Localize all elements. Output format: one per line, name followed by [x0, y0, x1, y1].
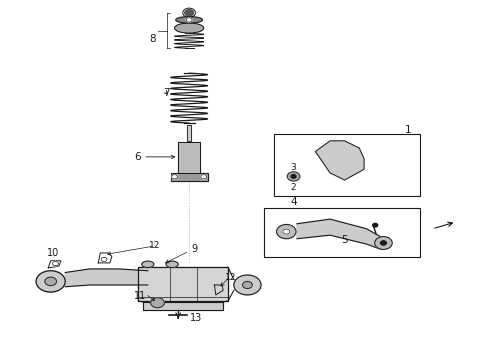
Bar: [178, 141, 200, 173]
Circle shape: [381, 241, 387, 245]
Circle shape: [201, 175, 207, 179]
Circle shape: [52, 261, 58, 266]
Circle shape: [276, 225, 296, 239]
Bar: [138, 267, 228, 301]
Text: 3: 3: [291, 163, 296, 172]
Text: 12: 12: [149, 241, 161, 250]
Text: 10: 10: [47, 248, 59, 258]
Text: 4: 4: [290, 197, 297, 207]
Circle shape: [36, 271, 65, 292]
Circle shape: [101, 257, 107, 261]
Circle shape: [186, 18, 192, 22]
Bar: [171, 173, 208, 181]
Bar: [274, 134, 420, 196]
Ellipse shape: [166, 261, 178, 267]
Circle shape: [283, 229, 290, 234]
Bar: [138, 267, 228, 301]
Bar: [143, 302, 223, 310]
Text: 6: 6: [134, 152, 175, 162]
Ellipse shape: [174, 23, 204, 33]
Circle shape: [234, 275, 261, 295]
Circle shape: [287, 172, 300, 181]
Bar: [188, 125, 191, 141]
Polygon shape: [65, 269, 148, 287]
Text: 8: 8: [149, 35, 156, 44]
Text: 11: 11: [134, 291, 147, 301]
Circle shape: [45, 277, 56, 286]
Circle shape: [151, 298, 164, 308]
Text: 13: 13: [190, 313, 202, 323]
Text: 7: 7: [163, 88, 170, 98]
Text: 1: 1: [404, 125, 411, 135]
Ellipse shape: [176, 17, 202, 23]
Bar: [265, 208, 420, 257]
Bar: [178, 141, 200, 173]
Bar: [143, 302, 223, 310]
Circle shape: [373, 224, 378, 227]
Circle shape: [185, 10, 194, 16]
Circle shape: [172, 175, 177, 179]
Circle shape: [291, 175, 296, 178]
Text: 2: 2: [291, 183, 296, 192]
Polygon shape: [316, 141, 364, 180]
Text: 5: 5: [341, 235, 348, 246]
Ellipse shape: [142, 261, 154, 267]
Text: 12: 12: [225, 273, 236, 282]
Bar: [188, 125, 191, 141]
Bar: [171, 173, 208, 181]
Circle shape: [243, 282, 252, 288]
Circle shape: [375, 237, 392, 249]
Text: 9: 9: [191, 244, 197, 255]
Polygon shape: [297, 219, 381, 249]
